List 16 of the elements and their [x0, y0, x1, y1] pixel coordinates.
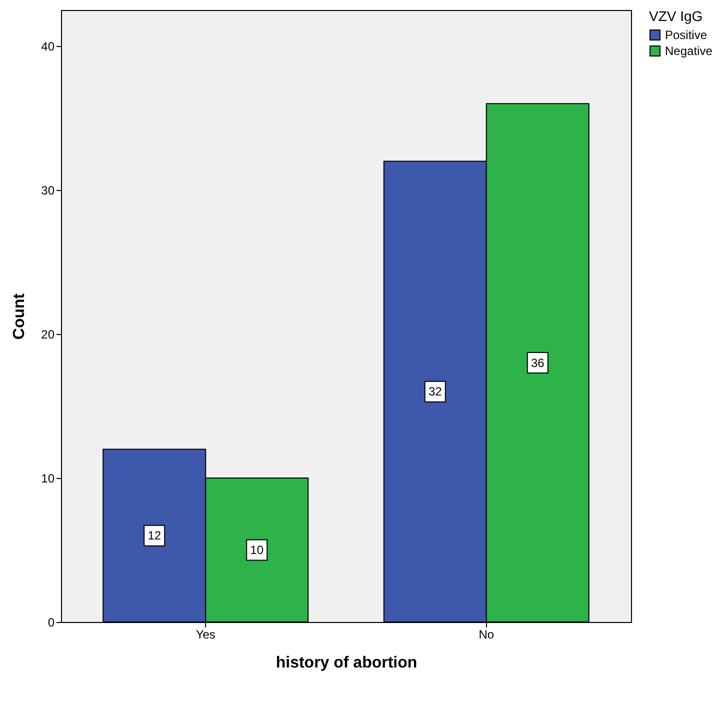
legend-label: Negative: [665, 44, 713, 58]
y-axis-title: Count: [11, 292, 28, 340]
y-tick-label: 0: [48, 616, 55, 630]
x-tick-label: Yes: [196, 628, 216, 642]
y-tick-label: 30: [41, 184, 55, 198]
y-tick-label: 20: [41, 328, 55, 342]
legend-label: Positive: [665, 28, 708, 42]
data-label: 32: [428, 384, 442, 399]
data-label: 10: [250, 543, 264, 557]
y-tick-label: 10: [41, 472, 55, 486]
y-tick-label: 40: [41, 40, 55, 54]
data-label: 36: [530, 356, 545, 370]
x-axis-title: history of abortion: [276, 654, 418, 672]
x-tick-label: No: [478, 628, 494, 642]
legend-title: VZV IgG: [649, 8, 703, 24]
data-label: 12: [148, 528, 162, 543]
